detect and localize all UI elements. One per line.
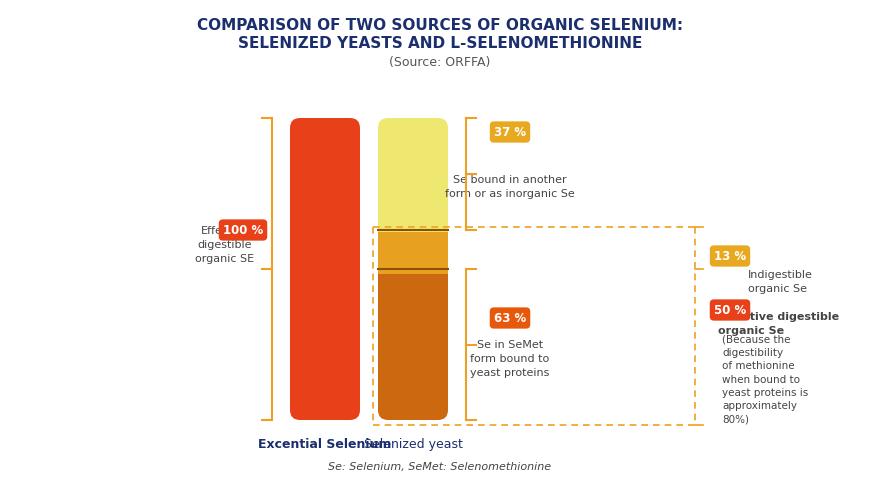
Text: Effective
digestible
organic SE: Effective digestible organic SE [195,226,254,264]
Text: Indigestible
organic Se: Indigestible organic Se [748,270,813,294]
Bar [378,220,448,232]
Text: 50 %: 50 % [714,304,746,317]
Text: Se: Selenium, SeMet: Selenomethionine: Se: Selenium, SeMet: Selenomethionine [328,462,552,472]
Text: Selenized yeast: Selenized yeast [363,438,462,451]
Text: 37 %: 37 % [494,125,526,138]
Text: Effective digestible
organic Se: Effective digestible organic Se [718,312,840,336]
Text: Se in SeMet
form bound to
yeast proteins: Se in SeMet form bound to yeast proteins [470,340,550,378]
Text: Excential Selenium: Excential Selenium [259,438,392,451]
Text: SELENIZED YEASTS AND L-SELENOMETHIONINE: SELENIZED YEASTS AND L-SELENOMETHIONINE [238,36,642,51]
Text: 13 %: 13 % [714,250,746,262]
Bar [378,230,448,274]
Bar [378,269,448,279]
FancyBboxPatch shape [378,118,448,230]
Text: 63 %: 63 % [494,311,526,324]
Text: 100 %: 100 % [223,224,263,237]
Text: (Because the
digestibility
of methionine
when bound to
yeast proteins is
approxi: (Because the digestibility of methionine… [722,335,808,424]
FancyBboxPatch shape [378,269,448,420]
Text: COMPARISON OF TWO SOURCES OF ORGANIC SELENIUM:: COMPARISON OF TWO SOURCES OF ORGANIC SEL… [197,18,683,33]
Text: Se bound in another
form or as inorganic Se: Se bound in another form or as inorganic… [445,175,575,199]
FancyBboxPatch shape [290,118,360,420]
Text: (Source: ORFFA): (Source: ORFFA) [389,56,491,69]
